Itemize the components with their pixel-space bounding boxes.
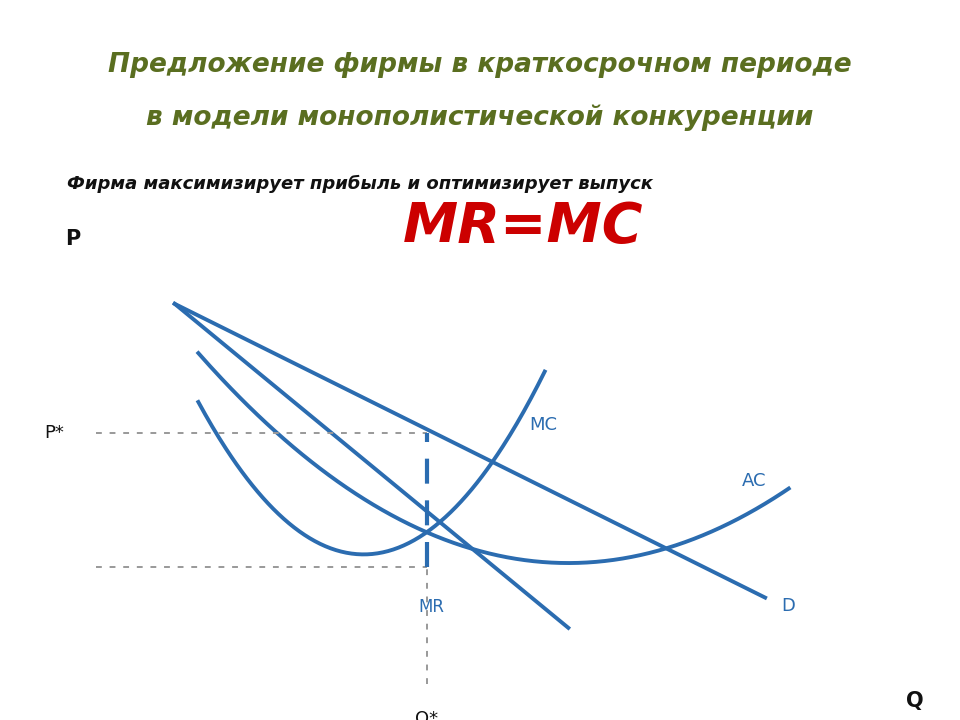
Text: Фирма максимизирует прибыль и оптимизирует выпуск: Фирма максимизирует прибыль и оптимизиру… — [67, 174, 653, 193]
Text: MR=MC: MR=MC — [403, 199, 644, 253]
Text: MR: MR — [419, 598, 444, 616]
Text: P: P — [64, 229, 80, 249]
Text: MC: MC — [529, 416, 557, 433]
Text: Предложение фирмы в краткосрочном периоде: Предложение фирмы в краткосрочном период… — [108, 52, 852, 78]
Text: в модели монополистической конкуренции: в модели монополистической конкуренции — [146, 104, 814, 131]
Text: D: D — [780, 598, 795, 615]
Text: AC: AC — [741, 472, 766, 490]
Text: Q*: Q* — [415, 710, 438, 720]
Text: P*: P* — [44, 425, 64, 442]
Text: Q: Q — [906, 691, 924, 711]
